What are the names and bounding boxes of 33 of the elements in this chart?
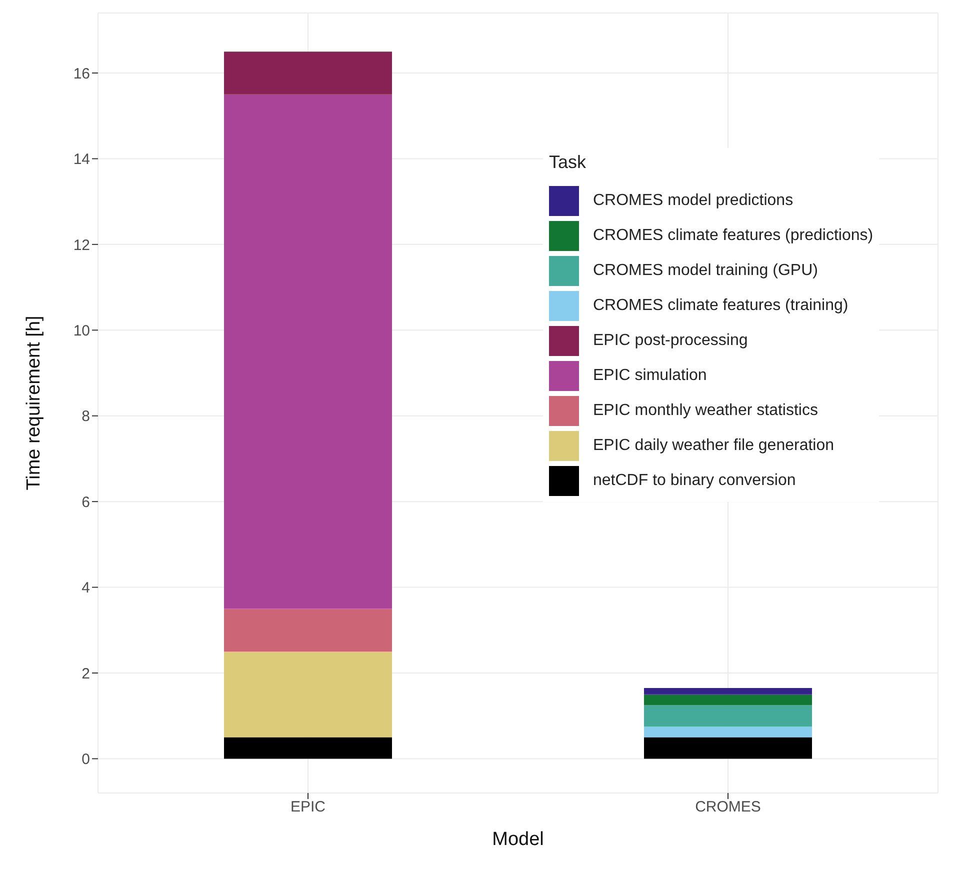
bar <box>644 726 812 738</box>
legend-title: Task <box>549 152 588 173</box>
y-tick-label: 0 <box>82 751 90 768</box>
y-axis-title: Time requirement [h] <box>24 316 45 490</box>
bar <box>644 737 812 759</box>
legend-label: EPIC monthly weather statistics <box>593 402 818 420</box>
bar <box>224 652 392 738</box>
y-tick-label: 4 <box>82 580 90 597</box>
x-tick-label: CROMES <box>695 798 761 816</box>
y-tick-label: 12 <box>73 236 90 254</box>
y-tick-label: 6 <box>82 494 90 511</box>
legend-label: EPIC post-processing <box>593 332 748 350</box>
bar <box>644 694 812 706</box>
y-tick-label: 10 <box>73 322 90 340</box>
legend-label: CROMES model predictions <box>593 192 794 210</box>
legend-label: CROMES climate features (predictions) <box>593 226 874 244</box>
bar <box>644 705 812 727</box>
y-tick-label: 8 <box>82 408 90 426</box>
legend-label: CROMES climate features (training) <box>593 296 848 314</box>
legend-label: EPIC simulation <box>593 366 707 384</box>
y-tick-label: 2 <box>82 665 90 682</box>
bar <box>224 608 392 652</box>
y-tick-label: 14 <box>73 151 90 168</box>
legend-label: EPIC daily weather file generation <box>593 436 834 454</box>
bar <box>644 688 812 694</box>
bar <box>224 94 392 609</box>
x-axis-title: Model <box>492 829 544 850</box>
y-tick-label: 16 <box>73 65 90 82</box>
legend-label: CROMES model training (GPU) <box>593 262 818 280</box>
legend-label: netCDF to binary conversion <box>593 472 796 490</box>
bar <box>224 737 392 759</box>
bar <box>224 52 392 94</box>
x-tick-label: EPIC <box>290 798 326 816</box>
